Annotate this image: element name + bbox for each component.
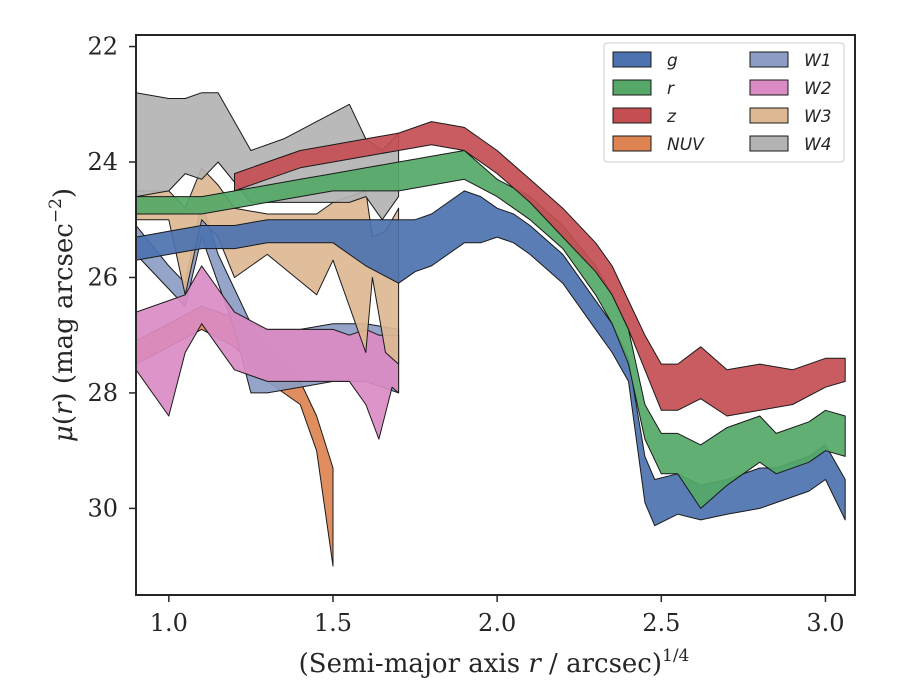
- legend-swatch-g: [612, 51, 652, 68]
- legend-swatch-w2: [749, 79, 789, 96]
- x-tick-label: 1.0: [150, 609, 188, 637]
- series-band-z: [234, 121, 846, 417]
- x-tick-label: 2.0: [478, 609, 516, 637]
- legend-box: [603, 42, 845, 163]
- legend-swatch-w1: [749, 51, 789, 68]
- legend-label-w3: W3: [804, 107, 832, 127]
- legend-label-w1: W1: [804, 51, 832, 71]
- y-tick-label: 28: [87, 379, 118, 407]
- series-band-g: [136, 190, 846, 527]
- series-band-r: [136, 150, 846, 509]
- x-tick-label: 3.0: [806, 609, 844, 637]
- legend-label-w4: W4: [804, 135, 832, 155]
- ticks-layer: 1.0 1.5 2.0 2.5 3.0 22 24 26 28 30: [87, 33, 844, 637]
- x-axis-label: (Semi-major axis r / arcsec)1/4: [299, 646, 690, 679]
- y-tick-label: 26: [87, 263, 118, 291]
- legend-label-w2: W2: [804, 79, 832, 99]
- legend: grz NUV W1 W2 W3 W4: [603, 42, 845, 163]
- legend-swatch-w4: [749, 135, 789, 152]
- x-tick-label: 1.5: [314, 609, 352, 637]
- y-tick-label: 24: [87, 148, 118, 176]
- y-tick-label: 22: [87, 33, 118, 61]
- series-layer: [136, 92, 846, 567]
- legend-label-nuv: NUV: [667, 135, 705, 155]
- legend-swatch-nuv: [612, 135, 652, 152]
- series-band-w2: [136, 265, 400, 440]
- legend-swatch-z: [612, 107, 652, 124]
- y-axis-label: μ(r) (mag arcsec−2): [46, 188, 79, 442]
- legend-label-z: z: [666, 107, 677, 127]
- legend-swatch-w3: [749, 107, 789, 124]
- legend-label-r: r: [667, 79, 675, 99]
- plot-frame: [135, 34, 856, 596]
- legend-swatch-r: [612, 79, 652, 96]
- legend-label-g: g: [667, 51, 678, 71]
- y-tick-label: 30: [87, 494, 118, 522]
- x-tick-label: 2.5: [642, 609, 680, 637]
